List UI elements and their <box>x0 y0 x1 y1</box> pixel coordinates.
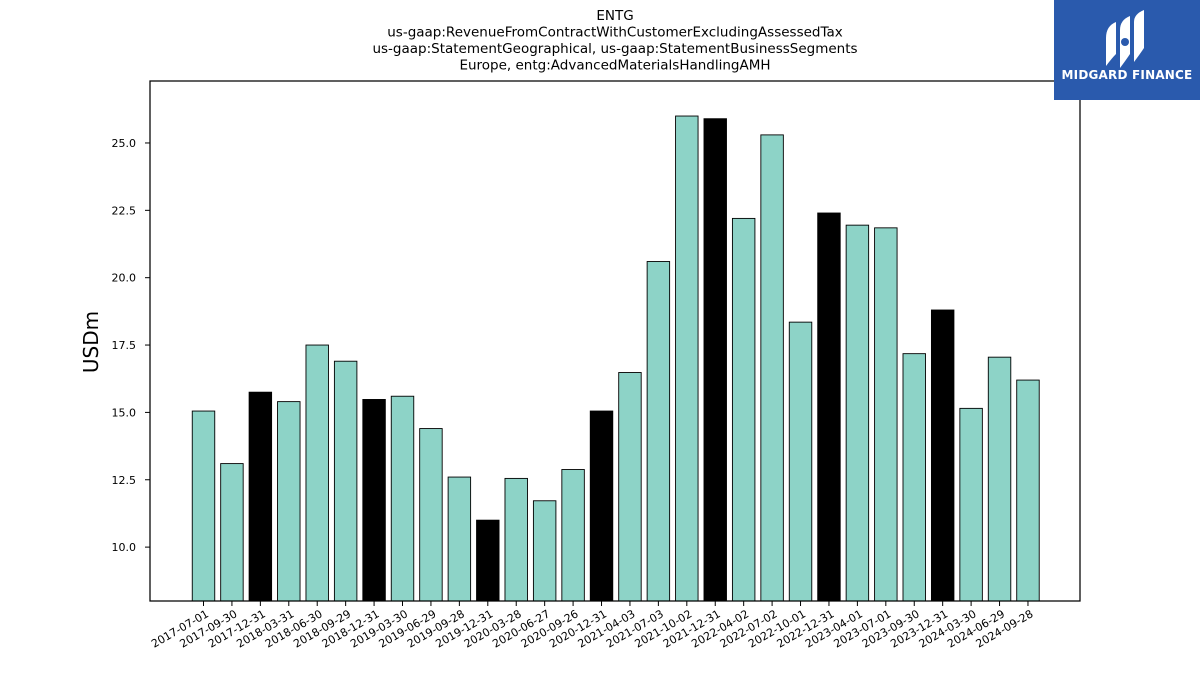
chart-title-line: us-gaap:RevenueFromContractWithCustomerE… <box>387 25 843 41</box>
bar-2021-10-02 <box>675 115 699 602</box>
bar-2020-12-31 <box>589 410 614 602</box>
bar-2024-06-29 <box>987 356 1012 602</box>
bar-2023-12-31 <box>930 309 955 602</box>
logo-text: MIDGARD FINANCE <box>1061 68 1193 82</box>
bar-2023-07-01 <box>874 227 898 602</box>
bar-2020-03-28 <box>504 477 528 602</box>
midgard-finance-logo: MIDGARD FINANCE <box>1054 0 1200 100</box>
chart-title: ENTGus-gaap:RevenueFromContractWithCusto… <box>372 8 857 74</box>
bar-2017-09-30 <box>220 463 244 602</box>
bar-2019-09-28 <box>447 476 472 602</box>
bar-2019-12-31 <box>476 519 500 602</box>
bar-2017-12-31 <box>248 391 273 602</box>
bar-2022-04-02 <box>731 217 756 602</box>
y-tick-label: 17.5 <box>112 339 137 352</box>
y-tick-label: 25.0 <box>112 137 137 150</box>
bar-2018-03-31 <box>277 401 301 602</box>
bar-2024-03-30 <box>959 407 983 602</box>
bar-2019-06-29 <box>419 428 443 602</box>
chart-title-line: Europe, entg:AdvancedMaterialsHandlingAM… <box>459 58 770 74</box>
bar-2022-12-31 <box>817 212 841 602</box>
bar-2018-09-29 <box>333 360 358 602</box>
bar-2018-06-30 <box>305 344 329 602</box>
bar-2020-06-27 <box>532 500 557 602</box>
bar-2022-10-01 <box>788 321 813 602</box>
bar-2017-07-01 <box>191 410 216 602</box>
y-axis: 10.0 12.5 15.0 17.5 20.0 22.5 25.0 <box>112 137 150 554</box>
chart-title-line: ENTG <box>596 8 633 24</box>
chart-title-line: us-gaap:StatementGeographical, us-gaap:S… <box>372 41 857 57</box>
bar-2022-07-02 <box>760 134 784 602</box>
bar-2023-09-30 <box>902 353 926 602</box>
y-tick-label: 12.5 <box>112 474 137 487</box>
bar-2021-04-03 <box>618 372 642 602</box>
bar-2018-12-31 <box>362 399 386 602</box>
bar-2024-09-28 <box>1016 379 1040 602</box>
bar-2020-09-26 <box>561 469 585 602</box>
y-axis-label: USDm <box>79 311 103 373</box>
y-tick-label: 22.5 <box>112 204 137 217</box>
bar-2019-03-30 <box>390 395 415 602</box>
bar-2021-12-31 <box>703 118 727 602</box>
bar-2023-04-01 <box>845 224 870 602</box>
y-tick-label: 20.0 <box>112 272 137 285</box>
plot-frame <box>149 80 1081 602</box>
y-tick-label: 15.0 <box>112 406 137 419</box>
midgard-logo-icon <box>1106 10 1144 68</box>
y-tick-label: 10.0 <box>112 541 137 554</box>
bars <box>191 115 1040 602</box>
bar-2021-07-03 <box>646 261 671 602</box>
x-axis: 2017-07-012017-09-302017-12-312018-03-31… <box>149 601 1035 651</box>
